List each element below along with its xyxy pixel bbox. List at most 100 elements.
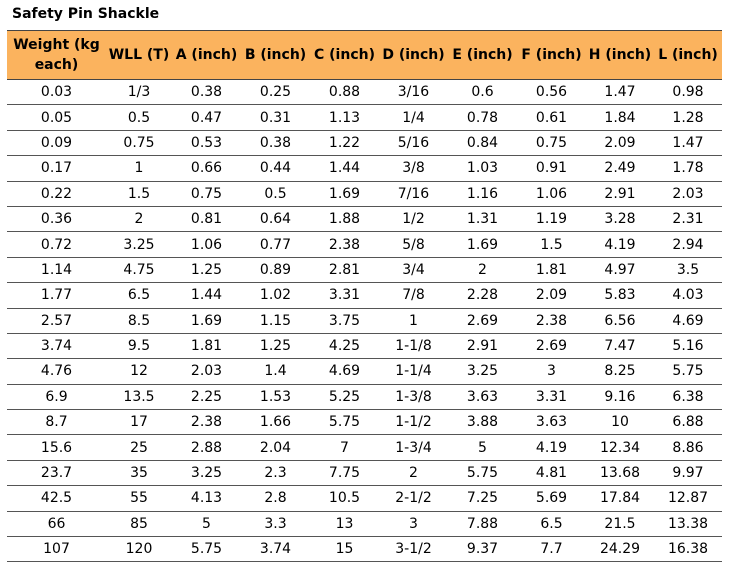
table-cell: 1.88 (310, 206, 379, 233)
table-cell: 5/16 (379, 130, 448, 157)
table-cell: 3 (517, 358, 586, 385)
table-cell: 1.47 (654, 130, 722, 157)
table-cell: 0.77 (241, 231, 310, 258)
table-cell: 1.28 (654, 104, 722, 131)
table-cell: 17.84 (586, 485, 654, 512)
table-cell: 5.16 (654, 333, 722, 360)
table-cell: 3.88 (448, 409, 517, 436)
table-cell: 0.38 (241, 130, 310, 157)
table-cell: 1.77 (7, 282, 106, 309)
table-cell: 3.25 (172, 460, 241, 487)
table-cell: 4.97 (586, 257, 654, 284)
table-cell: 5.69 (517, 485, 586, 512)
table-cell: 8.25 (586, 358, 654, 385)
table-cell: 7.88 (448, 511, 517, 538)
table-cell: 2 (379, 460, 448, 487)
table-cell: 3.63 (517, 409, 586, 436)
table-cell: 13.68 (586, 460, 654, 487)
table-cell: 3.75 (310, 308, 379, 334)
table-cell: 2.38 (517, 308, 586, 334)
table-cell: 4.81 (517, 460, 586, 487)
table-cell: 1/4 (379, 104, 448, 131)
table-cell: 0.88 (310, 79, 379, 106)
table-cell: 9.37 (448, 536, 517, 563)
table-cell: 0.66 (172, 155, 241, 182)
table-cell: 7.47 (586, 333, 654, 360)
table-row: 2.57 8.5 1.69 1.15 3.75 1 2.69 2.38 6.56 4.69 (7, 308, 722, 334)
table-cell: 7/8 (379, 282, 448, 309)
table-cell: 0.44 (241, 155, 310, 182)
header-cell: L (inch) (654, 30, 722, 80)
table-cell: 0.84 (448, 130, 517, 157)
table-cell: 12.34 (586, 434, 654, 461)
table-cell: 7/16 (379, 181, 448, 207)
table-cell: 1.44 (310, 155, 379, 182)
table-cell: 6.9 (7, 384, 106, 411)
table-cell: 2.04 (241, 434, 310, 461)
table-row: 4.76 12 2.03 1.4 4.69 1-1/4 3.25 3 8.25 5.75 (7, 358, 722, 385)
table-cell: 1.06 (172, 231, 241, 258)
table-row: 23.7 35 3.25 2.3 7.75 2 5.75 4.81 13.68 9.97 (7, 460, 722, 487)
table-cell: 0.22 (7, 181, 106, 207)
table-cell: 1-1/2 (379, 409, 448, 436)
table-cell: 3.31 (310, 282, 379, 309)
table-cell: 16.38 (654, 536, 722, 563)
table-cell: 2.8 (241, 485, 310, 512)
table-row: 15.6 25 2.88 2.04 7 1-3/4 5 4.19 12.34 8.86 (7, 434, 722, 461)
table-cell: 1.5 (106, 181, 172, 207)
table-row: 0.17 1 0.66 0.44 1.44 3/8 1.03 0.91 2.49 1.78 (7, 155, 722, 182)
table-cell: 15.6 (7, 434, 106, 461)
table-cell: 0.5 (241, 181, 310, 207)
table-cell: 6.88 (654, 409, 722, 436)
table-cell: 107 (7, 536, 106, 563)
spec-table: Weight (kg each) WLL (T) A (inch) B (inch) C… (7, 30, 722, 563)
table-cell: 0.75 (517, 130, 586, 157)
table-cell: 4.76 (7, 358, 106, 385)
table-cell: 0.31 (241, 104, 310, 131)
table-cell: 0.25 (241, 79, 310, 106)
table-cell: 4.13 (172, 485, 241, 512)
table-cell: 1.53 (241, 384, 310, 411)
table-cell: 1/3 (106, 79, 172, 106)
table-cell: 2.91 (448, 333, 517, 360)
header-cell: E (inch) (448, 30, 517, 80)
table-cell: 2.57 (7, 308, 106, 334)
table-cell: 3 (379, 511, 448, 538)
table-cell: 4.19 (586, 231, 654, 258)
table-cell: 9.97 (654, 460, 722, 487)
table-row: 107 120 5.75 3.74 15 3-1/2 9.37 7.7 24.29 16.38 (7, 536, 722, 563)
table-cell: 66 (7, 511, 106, 538)
table-cell: 4.69 (654, 308, 722, 334)
table-cell: 8.7 (7, 409, 106, 436)
table-cell: 17 (106, 409, 172, 436)
table-cell: 8.86 (654, 434, 722, 461)
table-cell: 10 (586, 409, 654, 436)
table-cell: 3.31 (517, 384, 586, 411)
table-cell: 7 (310, 434, 379, 461)
table-cell: 0.78 (448, 104, 517, 131)
table-cell: 5.75 (654, 358, 722, 385)
table-cell: 2.25 (172, 384, 241, 411)
table-cell: 3.28 (586, 206, 654, 233)
table-row: 6.9 13.5 2.25 1.53 5.25 1-3/8 3.63 3.31 9.16 6.38 (7, 384, 722, 411)
table-cell: 25 (106, 434, 172, 461)
table-cell: 13.5 (106, 384, 172, 411)
table-cell: 0.09 (7, 130, 106, 157)
table-cell: 3.63 (448, 384, 517, 411)
table-cell: 2.69 (517, 333, 586, 360)
table-cell: 1.69 (448, 231, 517, 258)
table-row: 1.14 4.75 1.25 0.89 2.81 3/4 2 1.81 4.97 3.5 (7, 257, 722, 284)
table-cell: 1.13 (310, 104, 379, 131)
table-cell: 1.47 (586, 79, 654, 106)
table-row: 0.22 1.5 0.75 0.5 1.69 7/16 1.16 1.06 2.91 2.03 (7, 181, 722, 207)
table-cell: 2.28 (448, 282, 517, 309)
table-cell: 2.09 (517, 282, 586, 309)
table-cell: 0.38 (172, 79, 241, 106)
table-cell: 6.5 (106, 282, 172, 309)
table-cell: 1.84 (586, 104, 654, 131)
table-cell: 6.5 (517, 511, 586, 538)
table-cell: 35 (106, 460, 172, 487)
table-cell: 0.53 (172, 130, 241, 157)
table-row: 1.77 6.5 1.44 1.02 3.31 7/8 2.28 2.09 5.83 4.03 (7, 282, 722, 309)
